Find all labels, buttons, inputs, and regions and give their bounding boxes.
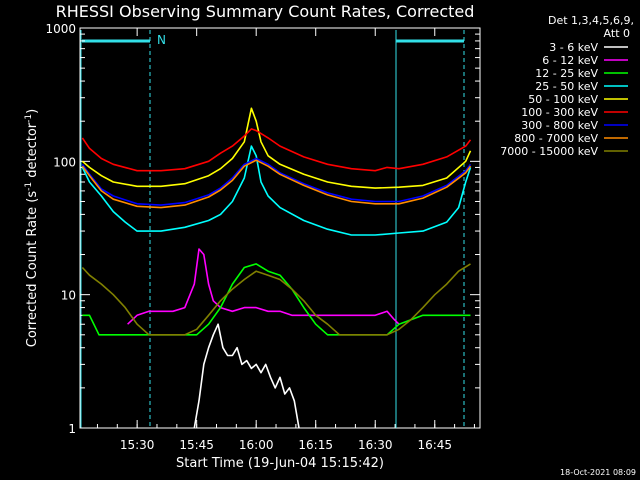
- y-tick-label-2: 100: [53, 155, 76, 169]
- legend-entry-8: 7000 - 15000 keV: [500, 145, 598, 158]
- series-line-3: [81, 145, 472, 236]
- legend-header-2: Att 0: [604, 27, 630, 40]
- timestamp: 18-Oct-2021 08:09: [560, 468, 636, 477]
- legend-entry-4: 50 - 100 keV: [528, 93, 598, 106]
- legend-entry-6: 300 - 800 keV: [521, 119, 598, 132]
- plot-frame: [79, 27, 481, 429]
- y-axis-label-end: ): [25, 109, 40, 114]
- series-line-7: [81, 159, 472, 209]
- legend-entry-2: 12 - 25 keV: [535, 67, 598, 80]
- x-tick-label-5: 16:45: [417, 438, 452, 452]
- x-tick-label-1: 15:45: [179, 438, 214, 452]
- series-line-6: [81, 157, 472, 206]
- y-axis-label-main: Corrected Count Rate (s: [25, 191, 40, 348]
- legend-entry-1: 6 - 12 keV: [542, 54, 598, 67]
- legend-entry-5: 100 - 300 keV: [521, 106, 598, 119]
- y-tick-label-0: 1: [68, 422, 76, 436]
- series-line-0: [193, 323, 300, 429]
- legend-header-1: Det 1,3,4,5,6,9,: [548, 14, 634, 27]
- y-axis-label-mid: detector: [25, 122, 40, 182]
- y-axis-ticks: 1 10 100 1000: [45, 22, 480, 436]
- y-axis-label-sup1: -1: [24, 182, 34, 191]
- chart-title: RHESSI Observing Summary Count Rates, Co…: [56, 2, 475, 21]
- x-tick-label-0: 15:30: [120, 438, 155, 452]
- x-tick-label-4: 16:30: [358, 438, 393, 452]
- x-axis-label: Start Time (19-Jun-04 15:15:42): [176, 456, 384, 471]
- y-axis-label-sup2: -1: [24, 114, 34, 123]
- night-indicator: N: [80, 30, 465, 428]
- x-tick-label-2: 16:00: [239, 438, 274, 452]
- x-axis-ticks: 15:30 15:45 16:00 16:15 16:30 16:45: [96, 28, 475, 452]
- series-line-5: [81, 128, 472, 172]
- series-line-8: [81, 263, 471, 336]
- night-marker-label: N: [157, 33, 166, 47]
- y-axis-label: Corrected Count Rate (s-1 detector-1): [24, 109, 40, 347]
- legend-entry-0: 3 - 6 keV: [549, 41, 598, 54]
- series-line-4: [81, 107, 472, 189]
- series-line-1: [127, 248, 400, 325]
- y-tick-label-1: 10: [61, 289, 76, 303]
- y-tick-label-3: 1000: [45, 22, 76, 36]
- series-line-2: [82, 263, 471, 336]
- series-layer: [81, 107, 472, 429]
- legend-entry-3: 25 - 50 keV: [535, 80, 598, 93]
- legend-entry-7: 800 - 7000 keV: [514, 132, 598, 145]
- x-tick-label-3: 16:15: [298, 438, 333, 452]
